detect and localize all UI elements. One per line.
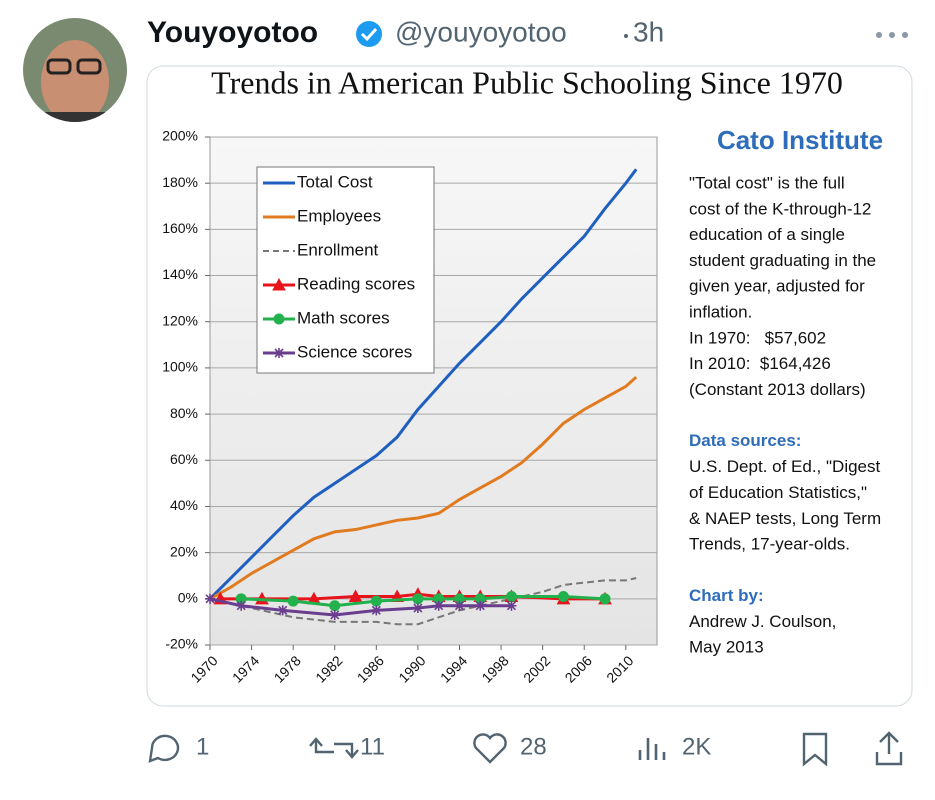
y-tick-label: 60% [170, 451, 198, 467]
legend-label: Science scores [297, 342, 412, 361]
data-point [370, 595, 382, 607]
legend: Total Cost Employees Enrollment Reading sco… [256, 166, 435, 374]
series [209, 376, 638, 601]
action-bar: 1 11 28 2K [148, 731, 903, 767]
note-line: In 1970: $57,602 [689, 328, 826, 347]
bookmark-button[interactable] [802, 732, 828, 767]
note-line: May 2013 [689, 638, 764, 657]
series-line [208, 168, 638, 600]
repost-count: 11 [360, 733, 385, 760]
note-line: Trends, 17-year-olds. [689, 535, 850, 554]
legend-label: Enrollment [297, 240, 379, 259]
side-title: Cato Institute [717, 125, 883, 155]
note-line: Andrew J. Coulson, [689, 612, 836, 631]
note-line: & NAEP tests, Long Term [689, 509, 881, 528]
like-count: 28 [520, 733, 547, 760]
note-line: of Education Statistics," [689, 483, 867, 502]
data-point [329, 600, 341, 612]
y-tick-label: 140% [162, 266, 198, 282]
data-point [433, 600, 444, 611]
note-line: "Total cost" is the full [689, 173, 845, 192]
data-point [599, 593, 611, 605]
share-button[interactable] [875, 731, 903, 766]
repost-button[interactable]: 11 [309, 733, 385, 760]
y-tick-label: 100% [162, 359, 198, 375]
note-heading: Chart by: [689, 586, 764, 605]
data-point [287, 595, 299, 607]
y-tick-label: 0% [178, 590, 198, 606]
series-line [209, 577, 637, 626]
series [205, 593, 517, 620]
data-point [277, 605, 288, 616]
y-tick-label: 180% [162, 174, 198, 190]
separator [624, 34, 628, 38]
verified-badge [356, 21, 382, 47]
data-point [348, 589, 363, 603]
user-name[interactable]: Youyoyotoo [147, 16, 318, 49]
y-tick-label: 80% [170, 405, 198, 421]
y-tick-label: 120% [162, 312, 198, 328]
legend-label: Employees [297, 206, 381, 225]
series [235, 591, 611, 612]
y-tick-label: -20% [165, 636, 198, 652]
data-point [412, 593, 424, 605]
data-point [205, 593, 215, 604]
note-line: In 2010: $164,426 [689, 354, 831, 373]
legend-label: Math scores [297, 308, 390, 327]
legend-label: Total Cost [297, 172, 373, 191]
data-point [412, 603, 423, 614]
note-line: inflation. [689, 302, 752, 321]
data-point [506, 600, 517, 611]
note-line: given year, adjusted for [689, 277, 865, 296]
like-button[interactable]: 28 [473, 733, 547, 764]
data-point [505, 591, 517, 603]
user-handle[interactable]: @youyoyotoo [395, 16, 567, 47]
note-line: cost of the K-through-12 [689, 199, 871, 218]
legend-marker [272, 277, 286, 291]
legend-marker [273, 313, 285, 325]
more-button[interactable] [876, 32, 908, 38]
y-tick-label: 40% [170, 497, 198, 513]
data-point [475, 600, 486, 611]
view-count: 2K [682, 733, 711, 760]
series [208, 168, 638, 600]
y-tick-label: 20% [170, 543, 198, 559]
note-line: (Constant 2013 dollars) [689, 380, 866, 399]
data-point [454, 600, 465, 611]
series [209, 577, 637, 626]
series-line [209, 376, 638, 601]
data-point [557, 591, 569, 603]
data-point [329, 609, 340, 620]
legend-label: Reading scores [297, 274, 415, 293]
note-line: education of a single [689, 225, 845, 244]
note-line: U.S. Dept. of Ed., "Digest [689, 457, 881, 476]
data-point [236, 600, 247, 611]
y-tick-label: 160% [162, 220, 198, 236]
legend-marker [274, 348, 284, 358]
reply-count: 1 [196, 733, 209, 760]
avatar[interactable] [23, 18, 127, 132]
views-button[interactable]: 2K [638, 733, 711, 760]
y-tick-label: 200% [162, 128, 198, 144]
note-heading: Data sources: [689, 431, 801, 450]
series-line [209, 597, 512, 617]
data-point [371, 605, 382, 616]
legend-box [256, 166, 435, 374]
reply-button[interactable]: 1 [148, 733, 209, 763]
timestamp[interactable]: 3h [633, 16, 664, 47]
chart-title: Trends in American Public Schooling Sinc… [211, 64, 843, 100]
note-line: student graduating in the [689, 251, 876, 270]
